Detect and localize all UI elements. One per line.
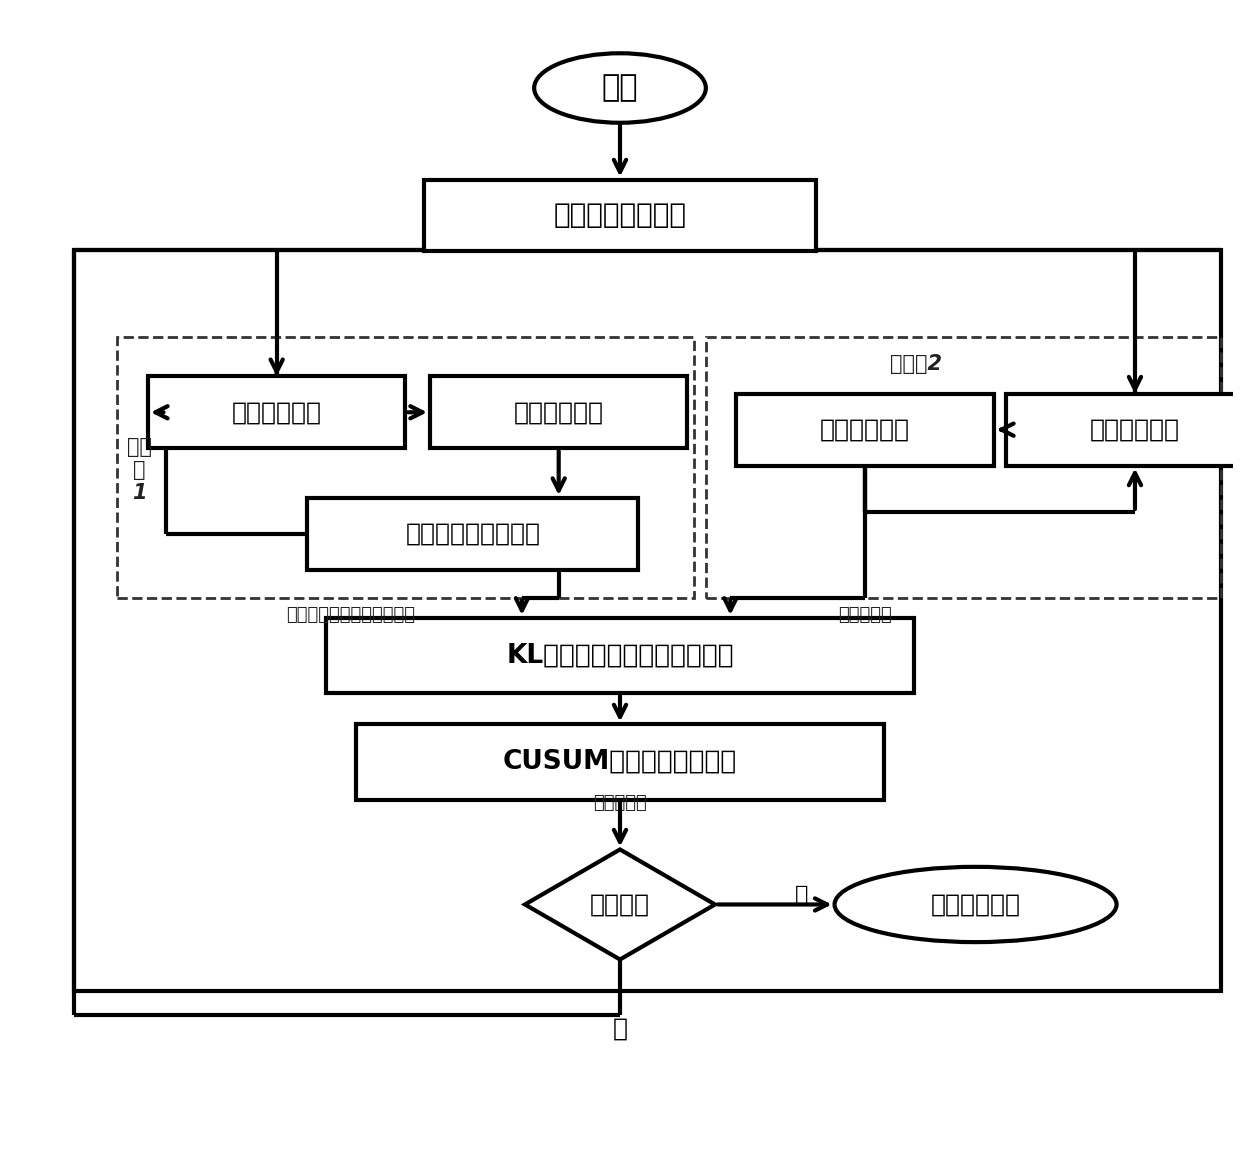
Text: 量测预测值: 量测预测值 [838,606,892,624]
Text: 系统状态预测: 系统状态预测 [820,417,910,442]
Ellipse shape [835,867,1116,942]
FancyBboxPatch shape [326,618,914,693]
Text: 故障数据判断与估计: 故障数据判断与估计 [405,522,541,546]
Text: 去除故障数据的量测预测值: 去除故障数据的量测预测值 [285,606,414,624]
FancyBboxPatch shape [430,376,687,448]
Text: 系统状态估计: 系统状态估计 [232,401,321,424]
Text: 大于阈值: 大于阈值 [590,893,650,917]
Text: 获取实时量测数据: 获取实时量测数据 [553,202,687,230]
Text: 系统状态估计: 系统状态估计 [1090,417,1180,442]
FancyBboxPatch shape [308,498,639,570]
Text: CUSUM算法进行差异累积: CUSUM算法进行差异累积 [503,749,737,775]
Ellipse shape [534,53,706,123]
Text: 开始: 开始 [601,74,639,102]
Text: 否: 否 [613,1016,627,1041]
Text: 给出报警信息: 给出报警信息 [930,893,1021,917]
Text: KL散度进行数据分布差异计算: KL散度进行数据分布差异计算 [506,642,734,668]
FancyBboxPatch shape [1006,394,1240,465]
Text: 决策统计量: 决策统计量 [593,795,647,812]
Text: 滤波
器
1: 滤波 器 1 [126,437,151,504]
Polygon shape [525,850,715,960]
Text: 滤波器2: 滤波器2 [890,354,941,374]
FancyBboxPatch shape [356,724,884,799]
Text: 系统状态预测: 系统状态预测 [513,401,604,424]
FancyBboxPatch shape [148,376,405,448]
FancyBboxPatch shape [424,179,816,251]
Text: 是: 是 [795,885,808,905]
FancyBboxPatch shape [737,394,994,465]
